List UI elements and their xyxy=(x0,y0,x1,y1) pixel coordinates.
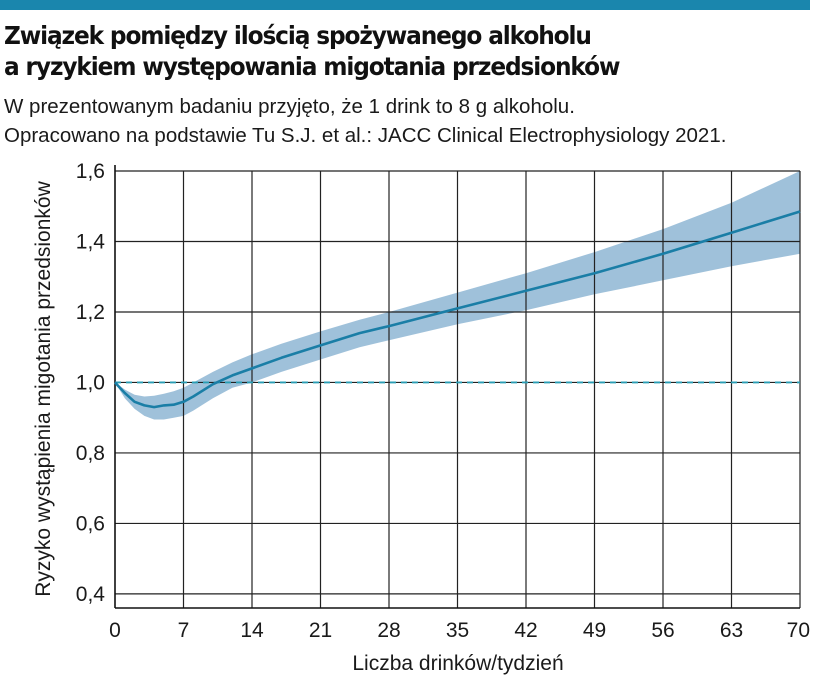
x-tick-label: 14 xyxy=(240,619,264,642)
chart-title-line-1: Związek pomiędzy ilością spożywanego alk… xyxy=(4,21,592,50)
y-tick-label: 1,0 xyxy=(76,371,105,394)
x-tick-label: 56 xyxy=(651,619,674,642)
y-tick-label: 1,4 xyxy=(76,230,106,253)
y-tick-label: 0,4 xyxy=(76,583,106,606)
x-axis-label: Liczba drinków/tydzień xyxy=(352,652,563,675)
y-axis-label: Ryzyko wystąpienia migotania przedsionkó… xyxy=(32,180,55,596)
x-tick-label: 42 xyxy=(514,619,537,642)
top-accent-bar xyxy=(0,0,810,10)
x-tick-label: 28 xyxy=(377,619,400,642)
x-tick-label: 7 xyxy=(178,619,190,642)
x-tick-label: 70 xyxy=(787,619,810,642)
y-tick-label: 0,6 xyxy=(76,512,105,535)
chart-title-line-2: a ryzykiem występowania migotania przeds… xyxy=(4,52,620,81)
x-tick-label: 35 xyxy=(446,619,469,642)
series-line xyxy=(114,210,801,409)
y-tick-label: 0,8 xyxy=(76,442,105,465)
x-tick-label: 49 xyxy=(583,619,606,642)
x-tick-label: 21 xyxy=(309,619,332,642)
chart-subtitle: W prezentowanym badaniu przyjęto, że 1 d… xyxy=(4,92,824,150)
y-tick-label: 1,6 xyxy=(76,160,105,183)
y-tick-label: 1,2 xyxy=(76,301,105,324)
chart-title: Związek pomiędzy ilością spożywanego alk… xyxy=(4,20,748,82)
x-tick-label: 0 xyxy=(109,619,121,642)
x-tick-label: 63 xyxy=(720,619,743,642)
subtitle-line-2: Opracowano na podstawie Tu S.J. et al.: … xyxy=(4,124,727,147)
subtitle-line-1: W prezentowanym badaniu przyjęto, że 1 d… xyxy=(4,95,575,118)
